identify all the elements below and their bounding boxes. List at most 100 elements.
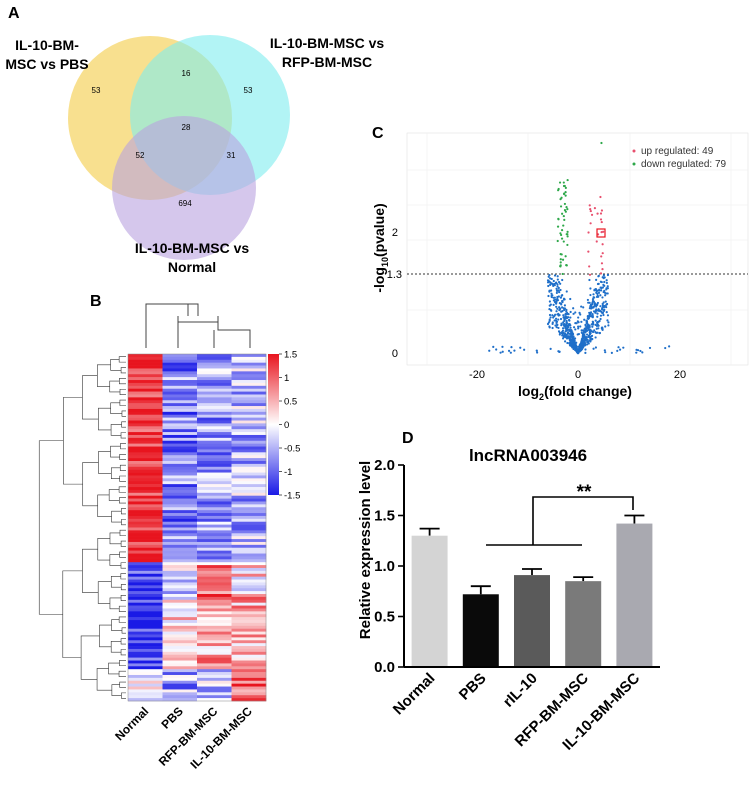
volcano-point xyxy=(510,346,513,349)
volcano-point xyxy=(570,331,573,334)
bar-rfp-bm-msc xyxy=(565,581,602,667)
heatmap-cell xyxy=(162,559,198,563)
heatmap-cell xyxy=(128,666,163,670)
heatmap-cell xyxy=(197,657,232,661)
volcano-point xyxy=(597,308,600,311)
heatmap-cell xyxy=(197,420,232,424)
volcano-point xyxy=(558,181,562,184)
volcano-point xyxy=(555,321,558,324)
volcano-point xyxy=(562,321,565,324)
heatmap-cell xyxy=(231,391,267,395)
heatmap-cell xyxy=(197,484,232,488)
heatmap-cell xyxy=(128,608,163,612)
heatmap-cell xyxy=(162,692,198,696)
volcano-point xyxy=(555,310,558,313)
heatmap-cell xyxy=(162,475,198,479)
heatmap-cell xyxy=(197,434,232,439)
heatmap-cell xyxy=(231,478,267,482)
heatmap-cell xyxy=(128,478,163,482)
heatmap-cell xyxy=(162,672,198,676)
heatmap-cell xyxy=(162,463,198,468)
heatmap-cell xyxy=(162,617,198,621)
volcano-point xyxy=(562,214,565,218)
volcano-point xyxy=(589,208,592,211)
heatmap-cell xyxy=(162,501,198,505)
venn-label-normal-line1: IL-10-BM-MSC vs xyxy=(135,240,250,256)
volcano-point xyxy=(575,341,578,344)
heatmap-cell xyxy=(231,689,267,693)
heatmap-cell xyxy=(162,513,198,517)
heatmap-cell xyxy=(197,599,232,603)
heatmap-cell xyxy=(231,440,267,444)
heatmap-cell xyxy=(162,394,198,398)
panel-c-volcano: C up regulated: 49 down regulated: 79 0 … xyxy=(371,125,749,402)
legend-down-label: down regulated: 79 xyxy=(641,159,727,170)
volcano-point xyxy=(560,294,563,297)
volcano-ytick-2: 2 xyxy=(392,227,398,239)
heatmap-cell xyxy=(128,617,163,621)
volcano-point xyxy=(591,316,594,319)
heatmap-cell xyxy=(162,469,198,473)
heatmap-cell xyxy=(162,362,198,366)
volcano-point xyxy=(556,323,559,327)
volcano-point xyxy=(585,337,588,340)
heatmap-cell xyxy=(128,449,163,453)
volcano-point xyxy=(580,349,583,352)
heatmap-cell xyxy=(128,631,163,635)
volcano-point xyxy=(595,309,598,312)
volcano-point xyxy=(593,304,597,307)
heatmap-cell xyxy=(162,527,198,531)
volcano-point xyxy=(569,334,573,338)
volcano-point xyxy=(553,284,556,287)
volcano-point xyxy=(598,288,601,291)
heatmap-cell xyxy=(231,596,267,601)
volcano-point xyxy=(553,274,557,277)
heatmap-cell xyxy=(231,553,267,557)
volcano-point xyxy=(589,303,593,306)
heatmap-cell xyxy=(197,417,232,421)
volcano-point xyxy=(549,281,552,284)
volcano-point xyxy=(558,291,561,294)
volcano-point xyxy=(616,349,619,352)
volcano-point xyxy=(559,288,562,292)
volcano-point xyxy=(564,191,567,194)
heatmap-cell xyxy=(197,515,232,520)
volcano-point xyxy=(577,327,580,330)
heatmap-cell xyxy=(162,385,198,389)
volcano-point xyxy=(578,311,581,314)
volcano-point xyxy=(570,344,573,347)
volcano-point xyxy=(565,308,568,311)
row-dendrogram-branches xyxy=(38,356,126,699)
heatmap-cell xyxy=(128,669,163,673)
heatmap-cell xyxy=(128,646,163,650)
heatmap-cell xyxy=(162,434,198,439)
heatmap-cell xyxy=(128,698,163,702)
heatmap-cell xyxy=(162,588,198,592)
panel-b-heatmap: B 1.510.50-0.5-1-1.5 Normal PBSRFP-BM-MSC… xyxy=(38,293,300,772)
heatmap-cell xyxy=(162,579,198,583)
volcano-point xyxy=(587,342,590,345)
heatmap-cell xyxy=(162,466,198,470)
volcano-point xyxy=(580,320,583,323)
volcano-point xyxy=(605,279,608,282)
heatmap-cell xyxy=(128,362,163,366)
heatmap-cell xyxy=(197,492,232,496)
volcano-point xyxy=(565,324,568,327)
heatmap-cell xyxy=(162,530,198,534)
heatmap-cell xyxy=(197,489,232,494)
heatmap-cell xyxy=(128,411,163,416)
heatmap-cell xyxy=(197,388,232,392)
heatmap-cell xyxy=(197,469,232,473)
heatmap-border xyxy=(127,353,267,702)
volcano-point xyxy=(556,313,559,316)
volcano-point xyxy=(501,350,504,353)
volcano-point xyxy=(546,281,550,284)
venn-count-only-rfp: 53 xyxy=(244,86,253,95)
heatmap-cell xyxy=(128,628,163,632)
heatmap-cell xyxy=(128,374,163,378)
heatmap-cell xyxy=(197,591,232,595)
heatmap-cell xyxy=(162,484,198,488)
volcano-point xyxy=(590,338,593,341)
heatmap-cell xyxy=(231,489,267,494)
heatmap-cell xyxy=(162,657,198,661)
